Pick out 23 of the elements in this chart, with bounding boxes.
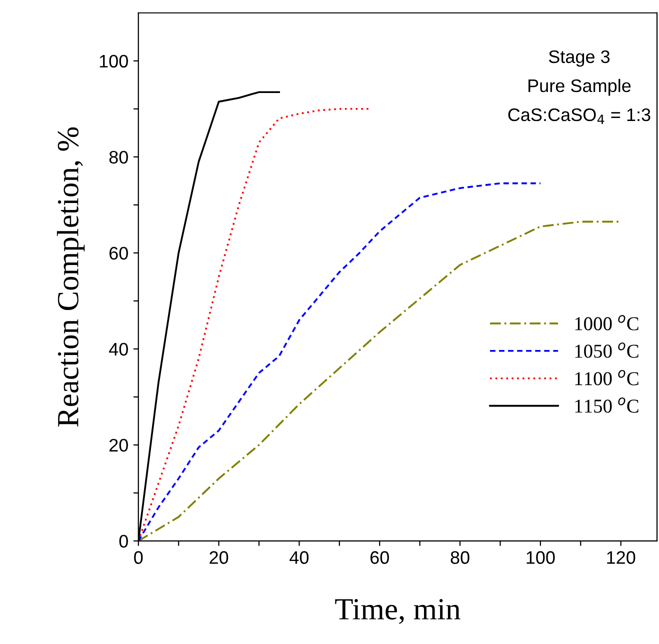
x-tick-label: 120 bbox=[607, 551, 636, 564]
x-axis-title: Time, min bbox=[335, 599, 460, 624]
annotation: CaS:CaSO$_{4}$ = 1:3 bbox=[508, 108, 650, 124]
y-tick-label: 0 bbox=[119, 534, 128, 548]
y-tick-label: 80 bbox=[109, 150, 128, 164]
legend-label: 1100 $^{o}$C bbox=[575, 370, 638, 386]
legend-label: 1050 $^{o}$C bbox=[575, 342, 638, 358]
x-tick-label: 100 bbox=[526, 551, 555, 564]
line-series bbox=[138, 182, 542, 541]
annotation: Pure Sample bbox=[528, 78, 631, 96]
y-tick-label: 60 bbox=[110, 246, 128, 260]
legend-label: 1150 $^{o}$C bbox=[575, 397, 638, 413]
x-tick-label: 60 bbox=[370, 551, 389, 564]
annotation: Stage 3 bbox=[548, 50, 610, 67]
y-tick-label: 100 bbox=[100, 54, 128, 68]
y-axis-title: Reaction Completion, % bbox=[56, 127, 85, 427]
x-tick-label: 40 bbox=[290, 551, 309, 564]
y-tick-label: 20 bbox=[109, 438, 128, 452]
x-tick-label: 0 bbox=[134, 551, 143, 564]
x-tick-label: 20 bbox=[210, 551, 228, 564]
x-tick-label: 80 bbox=[450, 551, 470, 564]
y-tick-label: 40 bbox=[109, 342, 128, 356]
legend-label: 1000 $^{o}$C bbox=[575, 315, 638, 330]
